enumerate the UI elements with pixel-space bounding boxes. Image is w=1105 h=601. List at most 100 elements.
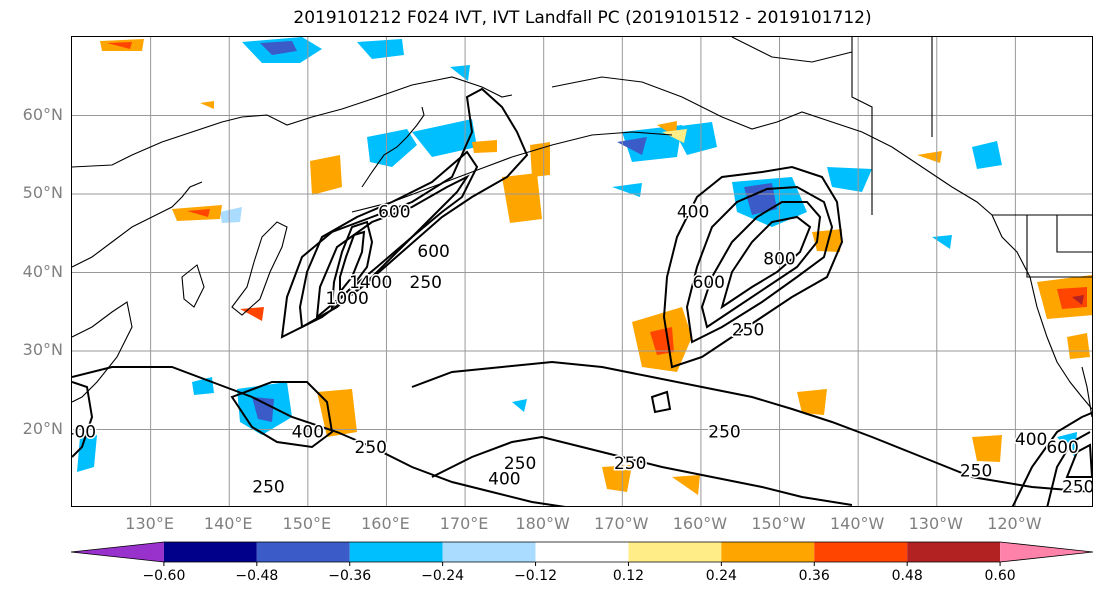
neg-patch bbox=[367, 129, 417, 167]
contour-label: 600 bbox=[417, 242, 449, 262]
ivt-contour-250-mid2 bbox=[431, 435, 853, 506]
neg-patch bbox=[932, 235, 952, 249]
neg-patch bbox=[512, 399, 527, 412]
ivt-contour-400-west-edge bbox=[72, 381, 94, 458]
alaska-coast bbox=[551, 76, 993, 216]
map-canvas: 6006002501000140040060080025040025025025… bbox=[72, 37, 1093, 506]
neg-patch bbox=[260, 41, 297, 55]
japan bbox=[231, 221, 288, 316]
colorbar-swatch bbox=[442, 542, 536, 562]
colorbar-tick-label: 0.12 bbox=[612, 568, 645, 584]
lon-tick-label: 170°E bbox=[439, 514, 489, 533]
pos-patch bbox=[662, 129, 687, 143]
contour-label: 400 bbox=[677, 203, 709, 223]
contour-label: 600 bbox=[693, 273, 725, 293]
pos-patch bbox=[530, 142, 550, 177]
pos-patch bbox=[1057, 287, 1087, 309]
colorbar-tick-label: 0.48 bbox=[891, 568, 923, 584]
contour-label: 250 bbox=[614, 454, 646, 474]
lon-tick-label: 140°E bbox=[203, 514, 253, 533]
contour-label: 400 bbox=[1015, 430, 1047, 450]
province-line bbox=[851, 37, 873, 215]
pos-patch bbox=[310, 155, 342, 195]
lon-tick-label: 170°W bbox=[594, 514, 649, 533]
ivt-contour-small bbox=[650, 390, 672, 414]
asia-east-coast bbox=[72, 181, 203, 268]
lon-tick-label: 150°W bbox=[751, 514, 806, 533]
neg-patch bbox=[827, 167, 872, 192]
ivt-contour-400-se bbox=[1046, 431, 1091, 506]
pos-patch bbox=[1072, 295, 1084, 305]
neg-patch bbox=[972, 141, 1002, 169]
ivt-contour-1400-west bbox=[339, 230, 366, 295]
pos-patch bbox=[502, 173, 542, 223]
lat-tick-label: 30°N bbox=[22, 340, 63, 359]
neg-patch bbox=[412, 119, 477, 157]
colorbar-swatch bbox=[721, 542, 815, 562]
lon-tick-label: 140°W bbox=[829, 514, 885, 533]
contour-label: 250 bbox=[1062, 477, 1093, 497]
china-coast bbox=[72, 301, 133, 403]
lon-tick-label: 160°W bbox=[672, 514, 728, 533]
colorbar-swatch bbox=[71, 542, 164, 562]
contour-label: 250 bbox=[410, 273, 442, 293]
ivt-contour-250-east bbox=[662, 165, 844, 369]
lon-tick-label: 120°W bbox=[987, 514, 1042, 533]
ivt-contour-250-mid bbox=[411, 360, 1092, 493]
colorbar-outline bbox=[70, 541, 1094, 563]
contour-label: 1000 bbox=[326, 289, 369, 309]
pos-patch bbox=[472, 140, 497, 153]
colorbar-swatch bbox=[349, 542, 443, 562]
colorbar-tick-label: −0.36 bbox=[328, 568, 372, 584]
pos-patch bbox=[1067, 333, 1090, 359]
aleutians bbox=[351, 131, 673, 213]
contour-label: 400 bbox=[292, 422, 324, 442]
ivt-contour-600-se bbox=[1065, 443, 1092, 478]
neg-patch bbox=[744, 183, 777, 215]
colorbar-tick-label: −0.12 bbox=[514, 568, 557, 584]
pos-patch bbox=[797, 389, 827, 415]
lat-tick-label: 40°N bbox=[22, 261, 63, 281]
ivt-contour-1000-west bbox=[330, 220, 374, 310]
lon-tick-label: 160°E bbox=[361, 514, 410, 533]
lat-tick-label: 60°N bbox=[22, 104, 63, 124]
ivt-contour-800-east bbox=[720, 215, 812, 310]
ivt-contour-600-east bbox=[700, 201, 822, 329]
ivt-contour-400-south bbox=[230, 381, 334, 449]
baja bbox=[1081, 366, 1092, 418]
colorbar-tick-label: 0.24 bbox=[705, 568, 737, 584]
ivt-contour-600-west bbox=[315, 174, 470, 320]
contour-label: 250 bbox=[504, 454, 536, 474]
contour-label: 1400 bbox=[349, 273, 392, 293]
ivt-contour-400-west bbox=[298, 150, 479, 329]
pos-patch bbox=[672, 475, 700, 495]
nw-america-coast bbox=[991, 214, 1092, 410]
graticule bbox=[72, 37, 1092, 506]
ivt-contours bbox=[72, 87, 1092, 506]
contour-labels-layer: 6006002501000140040060080025040025025025… bbox=[72, 201, 1093, 499]
ivt-contour-250-se bbox=[1011, 411, 1092, 506]
pos-patch bbox=[240, 307, 264, 321]
colorbar-swatch bbox=[1000, 542, 1093, 562]
contour-label: 600 bbox=[1046, 438, 1078, 458]
colorbar-swatch bbox=[628, 542, 722, 562]
contour-label: 400 bbox=[488, 469, 520, 489]
pos-patch bbox=[602, 465, 632, 492]
lon-tick-label: 180°W bbox=[515, 514, 570, 533]
contour-label: 600 bbox=[378, 203, 410, 223]
map-panel: 600 600 250 1000 1400 400 600 800 250 400 250 250 25… bbox=[71, 36, 1093, 507]
neg-patch bbox=[252, 397, 274, 422]
colorbar-swatch bbox=[256, 542, 350, 562]
colorbar-tick-label: −0.48 bbox=[235, 568, 279, 584]
chart-title: 2019101212 F024 IVT, IVT Landfall PC (20… bbox=[293, 8, 872, 28]
colorbar-tick-label: 0.36 bbox=[798, 568, 830, 584]
lat-tick-label: 20°N bbox=[22, 418, 63, 438]
pos-patch bbox=[972, 435, 1002, 462]
state-line bbox=[1056, 215, 1092, 253]
asia-coast bbox=[72, 76, 513, 168]
colorbar-swatch bbox=[535, 542, 629, 562]
neg-patch bbox=[220, 207, 242, 223]
pos-patch bbox=[200, 101, 214, 109]
state-line bbox=[1026, 215, 1092, 278]
ivt-contour-250-west bbox=[280, 87, 529, 339]
